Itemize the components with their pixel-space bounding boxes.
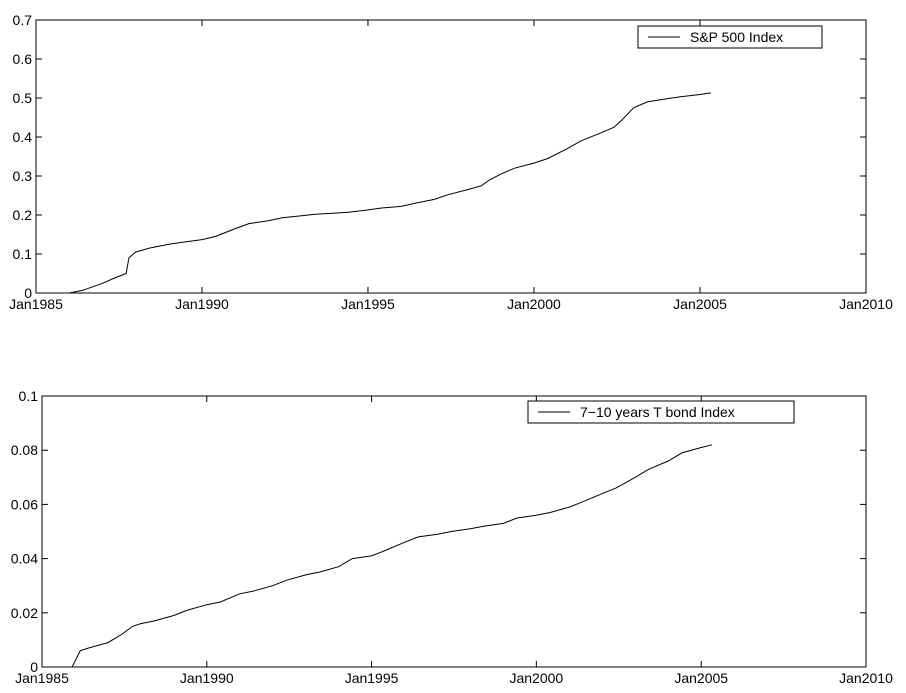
- series-line: [71, 444, 713, 668]
- x-tick-label: Jan2010: [839, 296, 893, 312]
- x-tick-label: Jan1995: [345, 670, 399, 686]
- y-tick-label: 0.6: [13, 51, 33, 67]
- y-tick-label: 0: [24, 285, 32, 301]
- y-tick-label: 0.06: [11, 496, 38, 512]
- legend-label: S&P 500 Index: [690, 29, 783, 45]
- x-tick-label: Jan1990: [180, 670, 234, 686]
- x-tick-label: Jan1985: [9, 296, 63, 312]
- y-tick-label: 0.04: [11, 551, 38, 567]
- x-tick-label: Jan1985: [15, 670, 69, 686]
- tbond-chart: Jan1985 Jan1990 Jan1995 Jan2000 Jan2005 Jan20…: [11, 388, 893, 686]
- plot-frame: [35, 19, 867, 294]
- y-tick-label: 0.5: [13, 90, 33, 106]
- legend-box: [637, 25, 823, 49]
- series-line: [69, 92, 711, 294]
- x-tick-label: Jan1990: [175, 296, 229, 312]
- legend-box: [527, 400, 795, 424]
- y-tick-label: 0.7: [13, 12, 33, 28]
- y-tick-label: 0.4: [13, 129, 33, 145]
- y-tick-label: 0.2: [13, 207, 33, 223]
- plot-frame: [41, 395, 867, 668]
- x-tick-label: Jan2000: [507, 296, 561, 312]
- x-tick-label: Jan2005: [674, 670, 728, 686]
- x-tick-label: Jan2005: [673, 296, 727, 312]
- legend-label: 7−10 years T bond Index: [580, 404, 735, 420]
- y-tick-label: 0.02: [11, 605, 38, 621]
- y-tick-label: 0.1: [13, 246, 33, 262]
- x-tick-label: Jan1995: [341, 296, 395, 312]
- y-tick-label: 0.3: [13, 168, 33, 184]
- legend: S&P 500 Index: [637, 25, 823, 49]
- sp500-chart: Jan1985 Jan1990 Jan1995 Jan2000 Jan2005 Jan20…: [9, 12, 893, 312]
- y-tick-label: 0.08: [11, 442, 38, 458]
- x-tick-label: Jan2010: [839, 670, 893, 686]
- legend: 7−10 years T bond Index: [527, 400, 795, 424]
- y-tick-label: 0.1: [19, 388, 39, 404]
- y-tick-label: 0: [30, 659, 38, 675]
- x-tick-label: Jan2000: [509, 670, 563, 686]
